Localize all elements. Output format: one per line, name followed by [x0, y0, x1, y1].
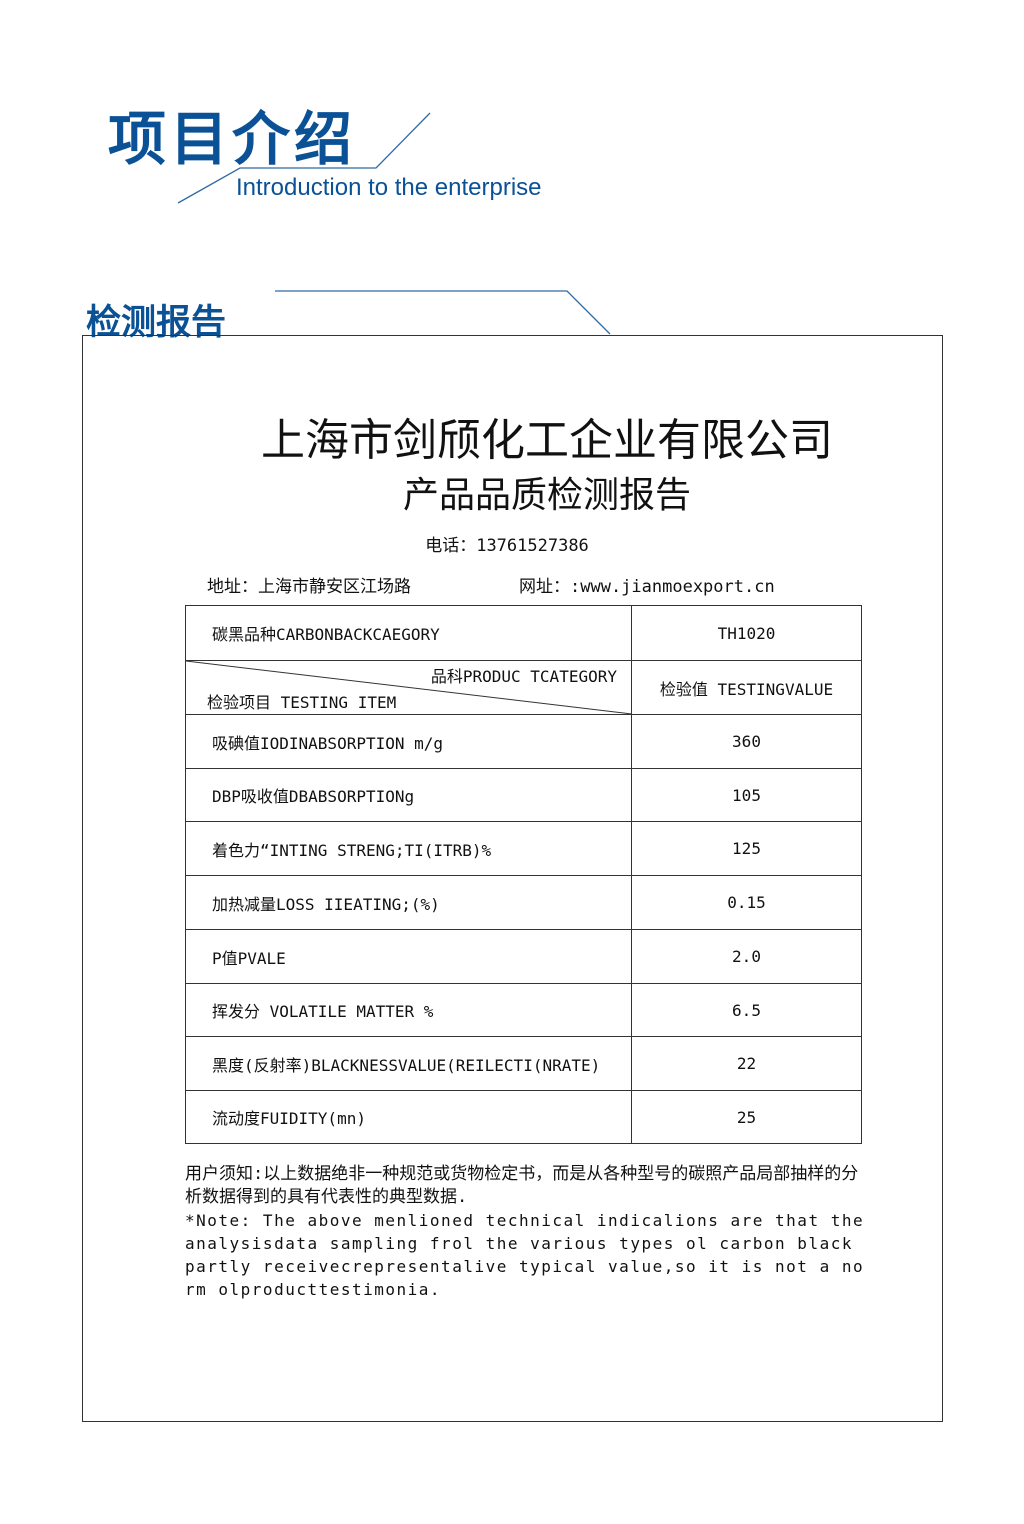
table-row: 着色力“INTING STRENG;TI(ITRB)% 125: [186, 822, 861, 876]
table-row: 加热减量LOSS IIEATING;(%) 0.15: [186, 876, 861, 930]
header-value: 检验值 TESTINGVALUE: [659, 679, 834, 699]
report-frame: [82, 335, 943, 1422]
report-heading: 检测报告: [86, 303, 227, 343]
test-item: DBP吸收值DBABSORPTIONg: [186, 769, 632, 821]
test-item: P值PVALE: [186, 930, 632, 983]
test-item: 加热减量LOSS IIEATING;(%): [186, 876, 632, 929]
header-row: 品科PRODUC TCATEGORY 检验项目 TESTING ITEM 检验值…: [186, 661, 861, 715]
test-item: 吸碘值IODINABSORPTION m/g: [186, 715, 632, 768]
address: 地址：上海市静安区江场路: [207, 577, 411, 597]
test-value: 105: [732, 785, 761, 805]
test-table: 碳黑品种CARBONBACKCAEGORY TH1020 品科PRODUC TC…: [185, 605, 862, 1144]
category-value: TH1020: [717, 623, 776, 643]
section-title-en: Introduction to the enterprise: [236, 174, 542, 201]
test-item: 着色力“INTING STRENG;TI(ITRB)%: [186, 822, 632, 875]
test-value: 22: [736, 1054, 757, 1073]
test-value: 0.15: [727, 893, 766, 912]
phone: 电话：13761527386: [425, 536, 589, 556]
table-row: P值PVALE 2.0: [186, 930, 861, 984]
header-item: 检验项目 TESTING ITEM: [207, 693, 397, 712]
table-row: 吸碘值IODINABSORPTION m/g 360: [186, 715, 861, 769]
section-title-cn: 项目介绍: [108, 105, 357, 173]
company-name: 上海市剑颀化工企业有限公司: [261, 415, 833, 466]
note-cn: 用户须知:以上数据绝非一种规范或货物检定书，而是从各种型号的碳照产品局部抽样的分…: [185, 1164, 859, 1207]
test-value: 6.5: [732, 1000, 761, 1020]
test-item: 挥发分 VOLATILE MATTER %: [186, 984, 632, 1036]
test-value: 25: [736, 1107, 757, 1127]
test-value: 360: [732, 732, 761, 751]
table-row: DBP吸收值DBABSORPTIONg 105: [186, 769, 861, 822]
table-row: 挥发分 VOLATILE MATTER % 6.5: [186, 984, 861, 1037]
category-row: 碳黑品种CARBONBACKCAEGORY TH1020: [186, 606, 861, 661]
note: 用户须知:以上数据绝非一种规范或货物检定书，而是从各种型号的碳照产品局部抽样的分…: [185, 1163, 875, 1301]
decorative-lines: [177, 112, 611, 335]
category-label: 碳黑品种CARBONBACKCAEGORY: [186, 606, 632, 660]
table-row: 流动度FUIDITY(mn) 25: [186, 1091, 861, 1143]
website: 网址：:www.jianmoexport.cn: [519, 577, 775, 597]
report-subtitle: 产品品质检测报告: [402, 475, 691, 516]
test-item: 黑度(反射率)BLACKNESSVALUE(REILECTI(NRATE): [186, 1037, 632, 1090]
diagonal-line: [186, 661, 632, 715]
test-value: 2.0: [732, 947, 761, 966]
test-item: 流动度FUIDITY(mn): [186, 1091, 632, 1143]
test-value: 125: [732, 839, 761, 858]
note-en: *Note: The above menlioned technical ind…: [185, 1211, 865, 1299]
header-category: 品科PRODUC TCATEGORY: [430, 667, 617, 686]
table-row: 黑度(反射率)BLACKNESSVALUE(REILECTI(NRATE) 22: [186, 1037, 861, 1091]
